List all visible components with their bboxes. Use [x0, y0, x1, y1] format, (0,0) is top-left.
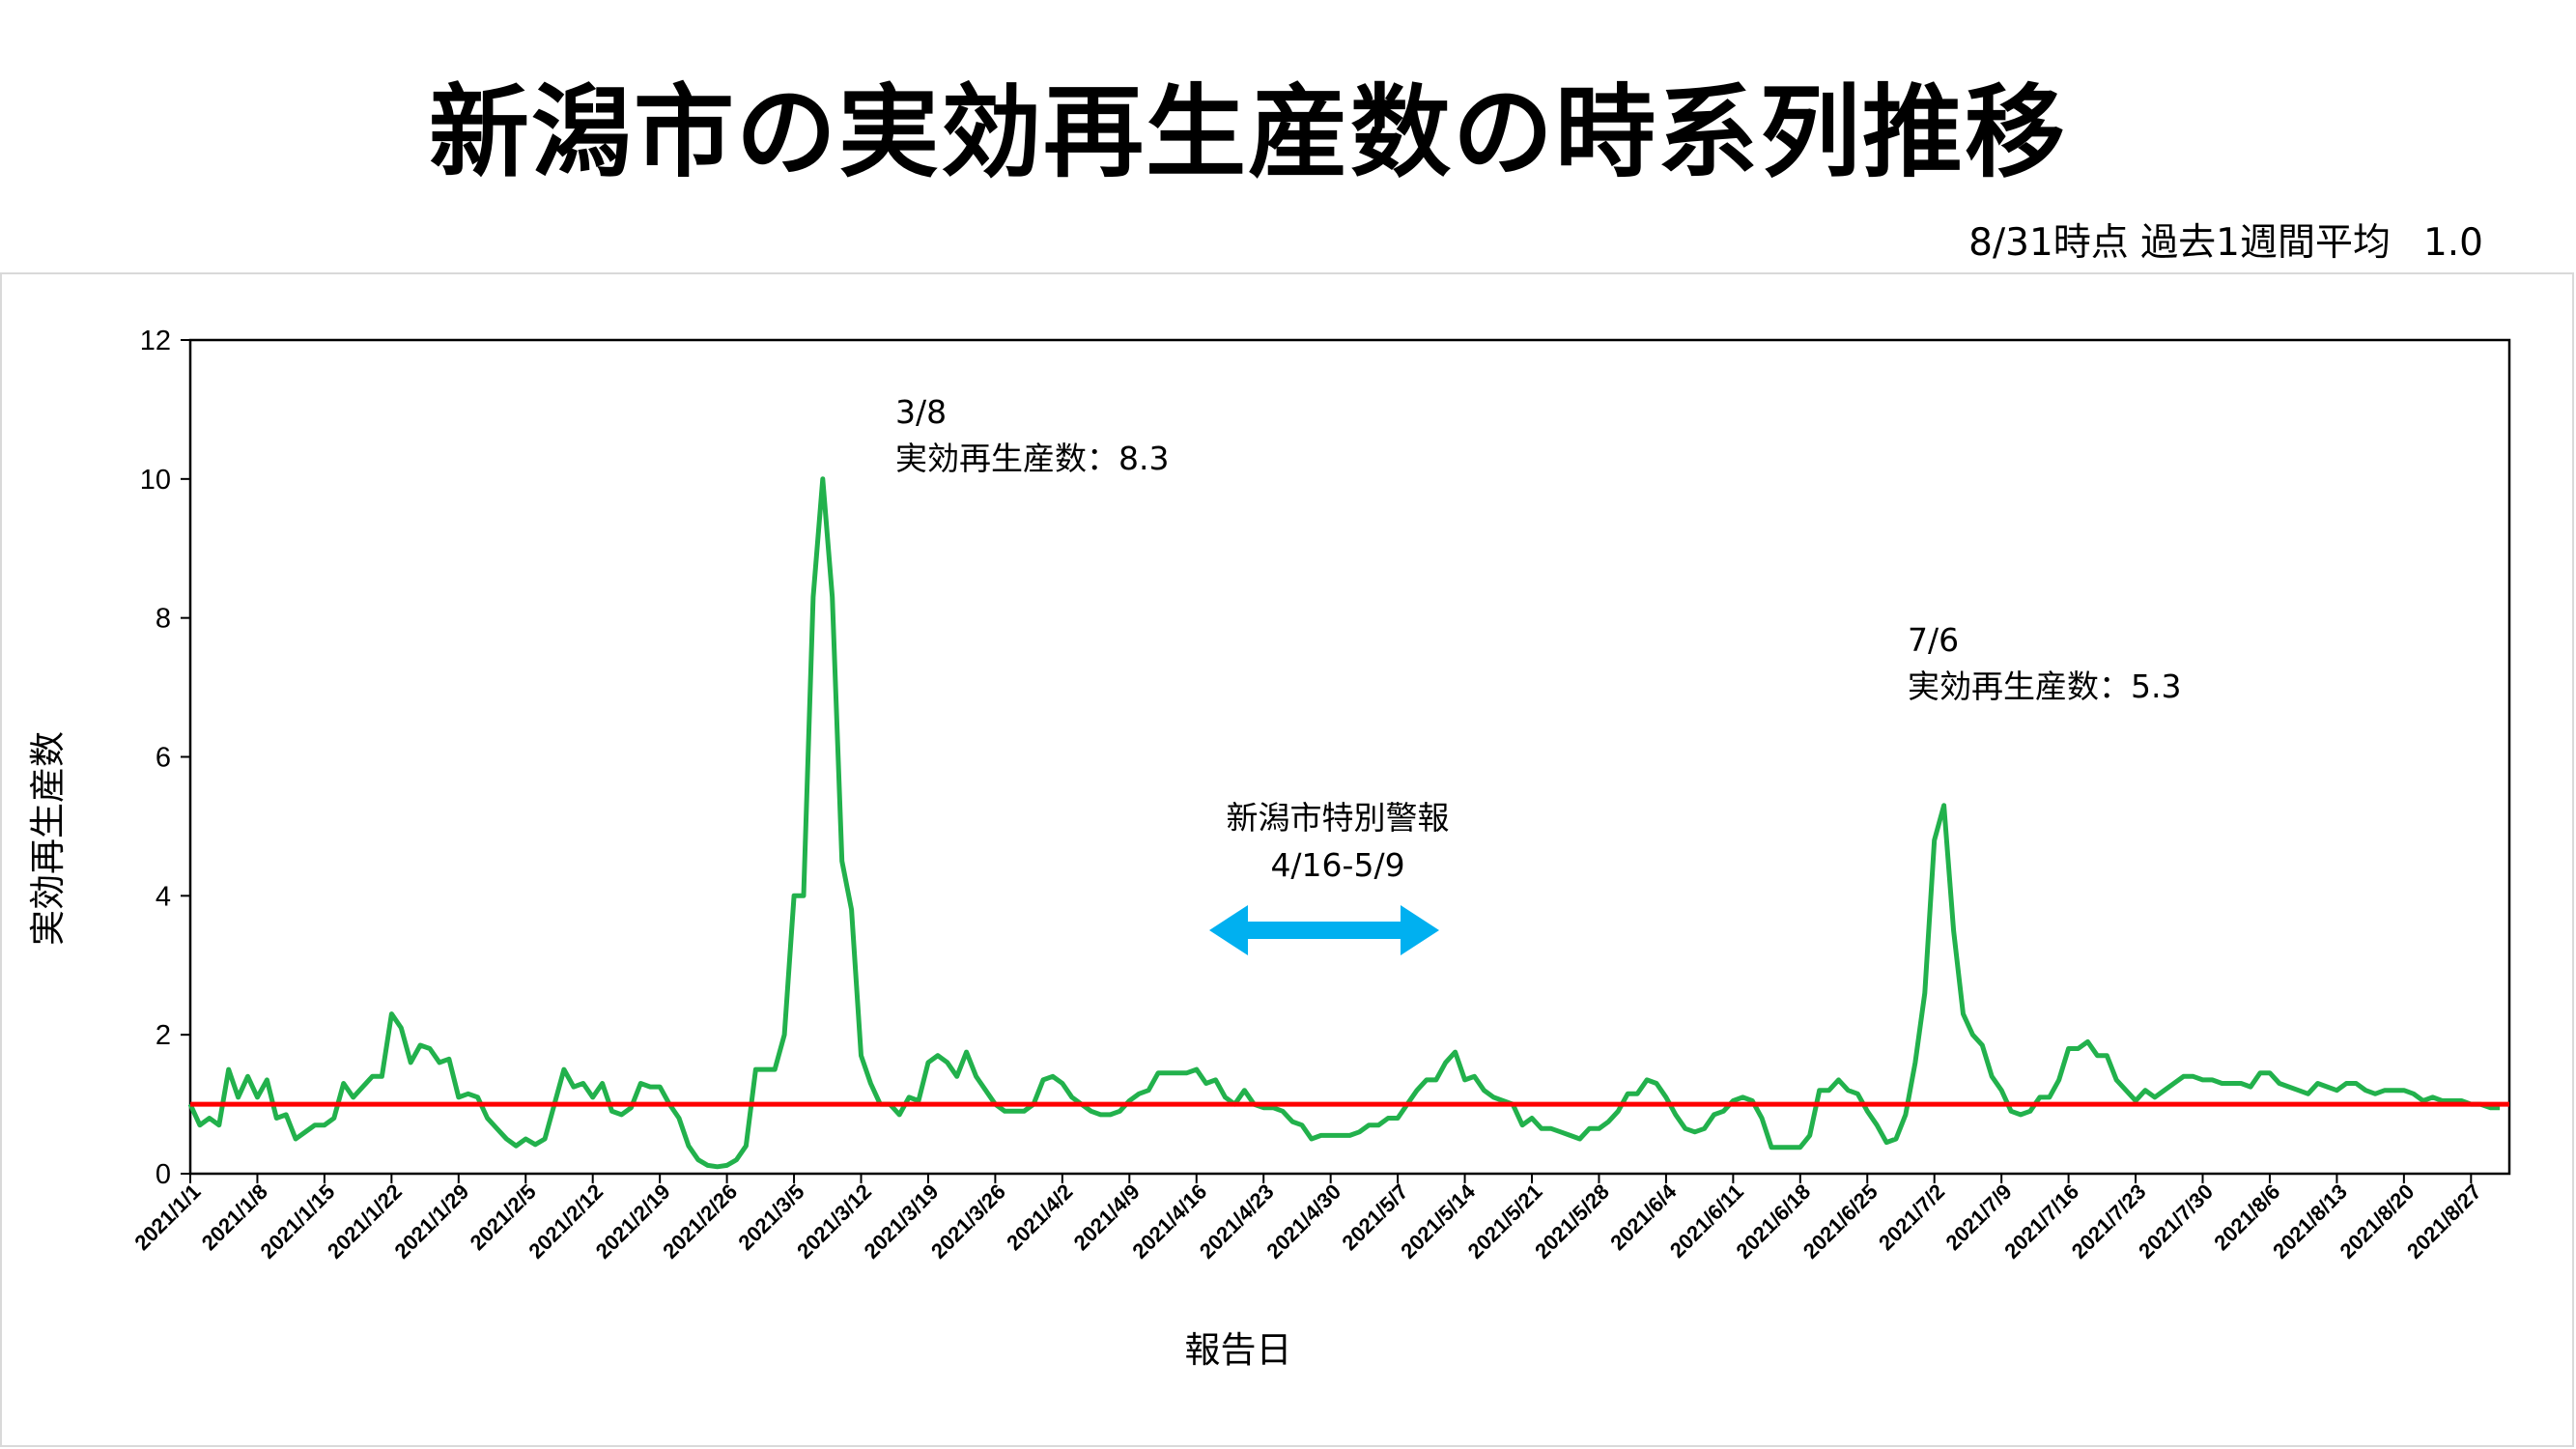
peak-annotation-text-2: 実効再生産数：5.3 [1908, 668, 2181, 705]
weekly-average-value: 1.0 [2422, 221, 2483, 265]
y-tick-label: 4 [156, 881, 171, 912]
y-tick-label: 0 [156, 1159, 171, 1190]
y-tick-label: 12 [140, 326, 171, 356]
chart-frame [0, 272, 2574, 1447]
peak-annotation-date-1: 3/8 [895, 393, 947, 431]
weekly-average-summary: 8/31時点 過去1週間平均 1.0 [1968, 213, 2483, 267]
page-title: 新潟市の実効再生産数の時系列推移 [428, 73, 2067, 191]
y-tick-label: 6 [156, 743, 171, 774]
x-tick-label: 2021/3/26 [926, 1179, 1010, 1264]
y-axis-label: 実効再生産数 [27, 731, 69, 946]
weekly-average-label: 8/31時点 過去1週間平均 [1968, 221, 2391, 265]
x-tick-label: 2021/4/30 [1261, 1179, 1345, 1264]
x-tick-label: 2021/7/2 [1874, 1179, 1949, 1255]
y-tick-label: 2 [156, 1020, 171, 1051]
alert-period-arrow [1209, 905, 1439, 955]
peak-annotation-date-2: 7/6 [1908, 621, 1959, 659]
x-tick-label: 2021/7/30 [2134, 1179, 2218, 1264]
peak-annotation-text-1: 実効再生産数：8.3 [895, 440, 1169, 477]
alert-period-title: 新潟市特別警報 [1227, 799, 1450, 837]
x-tick-label: 2021/1/1 [129, 1179, 205, 1255]
x-tick-label: 2021/1/29 [389, 1179, 473, 1264]
alert-period-range: 4/16-5/9 [1270, 846, 1404, 884]
y-axis: 0 2 4 6 8 10 12 [140, 326, 190, 1190]
chart-marks [187, 338, 2511, 1176]
plot-area-border [188, 338, 2511, 1176]
x-tick-label: 2021/8/27 [2402, 1179, 2486, 1264]
x-tick-label: 2021/5/28 [1530, 1179, 1614, 1264]
y-tick-label: 8 [156, 604, 171, 635]
x-tick-label: 2021/4/2 [1002, 1179, 1077, 1255]
x-tick-label: 2021/2/26 [658, 1179, 742, 1264]
x-axis: 2021/1/12021/1/82021/1/152021/1/222021/1… [129, 1174, 2486, 1264]
x-axis-label: 報告日 [1185, 1329, 1292, 1371]
rt-series-line [187, 476, 2501, 1170]
x-tick-label: 2021/6/25 [1798, 1179, 1882, 1264]
y-tick-label: 10 [140, 465, 171, 496]
